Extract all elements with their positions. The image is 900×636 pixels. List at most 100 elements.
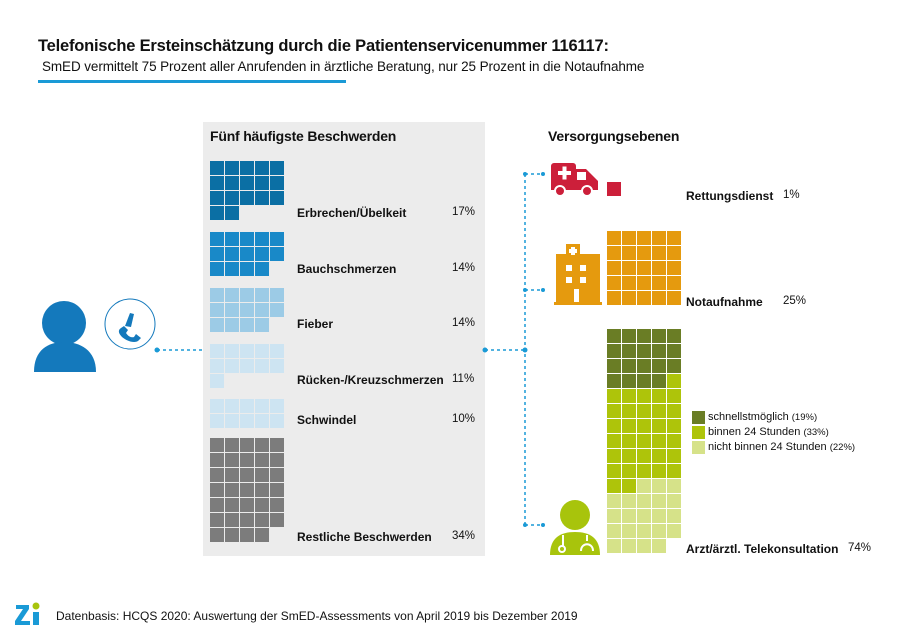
waffle-square [622,261,636,275]
waffle-square [637,464,651,478]
waffle-square [270,483,284,497]
waffle-square [210,262,224,276]
waffle-square [637,419,651,433]
waffle-square [637,449,651,463]
waffle-square [270,453,284,467]
waffle-square [667,344,681,358]
waffle-square [255,359,269,373]
category-label: Rettungsdienst [686,189,774,203]
waffle-square [225,176,239,190]
waffle-square [667,291,681,305]
waffle-square [637,344,651,358]
waffle-square [637,246,651,260]
waffle-square [255,468,269,482]
waffle-square [637,329,651,343]
waffle-square [225,206,239,220]
category-value: 34% [452,530,476,542]
category-label: Erbrechen/Übelkeit [297,206,407,220]
waffle-square [225,399,239,413]
waffle-square [240,528,254,542]
category-value: 11% [452,373,475,385]
waffle-square [225,288,239,302]
waffle-square [255,344,269,358]
waffle-square [622,344,636,358]
waffle-square [225,483,239,497]
waffle-square [622,539,636,553]
waffle-square [607,359,621,373]
waffle-square [622,434,636,448]
waffle-square [652,291,666,305]
waffle-square [270,438,284,452]
waffle-square [607,449,621,463]
category-value: 1% [783,189,800,201]
title-underline [38,80,346,83]
waffle-square [667,464,681,478]
waffle-square [637,276,651,290]
waffle-square [255,414,269,428]
waffle-square [210,344,224,358]
waffle-square [622,404,636,418]
zi-logo [15,602,40,625]
waffle-square [255,399,269,413]
waffle-square [255,438,269,452]
waffle-square [667,419,681,433]
waffle-square [240,247,254,261]
waffle-square [652,449,666,463]
waffle-square [210,206,224,220]
waffle-square [240,483,254,497]
waffle-square [240,191,254,205]
waffle-square [240,232,254,246]
waffle-square [652,389,666,403]
waffle-square [255,498,269,512]
waffle-square [637,434,651,448]
legend-swatch [692,411,705,424]
waffle-square [210,247,224,261]
waffle-square [240,176,254,190]
waffle-square [607,539,621,553]
waffle-square [607,374,621,388]
waffle-square [255,176,269,190]
waffle-square [240,318,254,332]
person-icon [34,301,96,372]
waffle-square [240,161,254,175]
waffle-square [622,246,636,260]
waffle-square [210,399,224,413]
waffle-square [270,303,284,317]
waffle-square [210,438,224,452]
category-label: Restliche Beschwerden [297,530,432,544]
legend-item: nicht binnen 24 Stunden (22%) [708,441,856,453]
waffle-square [652,524,666,538]
waffle-square [225,161,239,175]
waffle-square [240,513,254,527]
waffle-square [667,329,681,343]
waffle-square [652,276,666,290]
waffle-square [270,498,284,512]
waffle-square [225,498,239,512]
waffle-square [652,374,666,388]
waffle-square [240,359,254,373]
waffle-square [667,389,681,403]
waffle-square [667,276,681,290]
waffle-square [637,291,651,305]
waffle-square [607,494,621,508]
waffle-square [652,329,666,343]
waffle-square [652,344,666,358]
chart-subtitle: SmED vermittelt 75 Prozent aller Anrufen… [42,59,645,74]
waffle-square [240,438,254,452]
legend-item: binnen 24 Stunden (33%) [708,426,829,438]
waffle-square [210,176,224,190]
connector-dots [154,172,545,527]
waffle-square [667,479,681,493]
waffle-square [667,449,681,463]
waffle-square [225,513,239,527]
waffle-square [622,374,636,388]
waffle-square [652,539,666,553]
ambulance-icon [551,163,598,197]
waffle-square [667,434,681,448]
waffle-square [652,464,666,478]
waffle-square [270,513,284,527]
waffle-square [667,524,681,538]
category-value: 17% [452,206,476,218]
waffle-square [652,261,666,275]
waffle-square [622,291,636,305]
